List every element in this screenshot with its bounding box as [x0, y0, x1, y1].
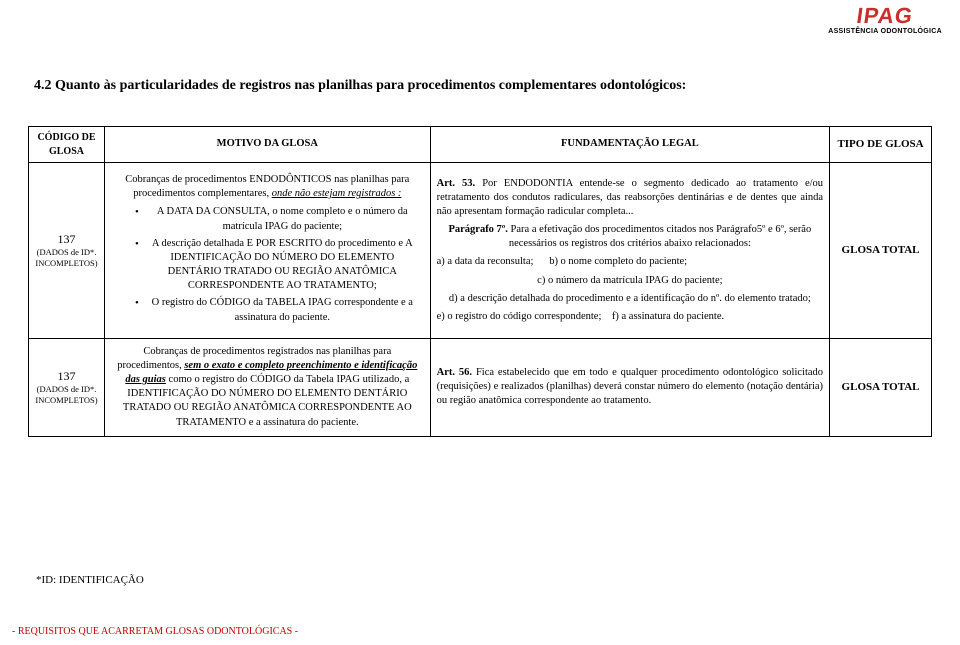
fund-b: b) o nome completo do paciente; — [549, 256, 687, 267]
fund-p7: Parágrafo 7º. Para a efetivação dos proc… — [437, 223, 823, 251]
fund-a: a) a data da reconsulta; — [437, 256, 534, 267]
fund-line-ab: a) a data da reconsulta; b) o nome compl… — [437, 255, 823, 269]
cell-type-1: GLOSA TOTAL — [830, 163, 932, 339]
id-note: *ID: IDENTIFICAÇÃO — [36, 574, 144, 586]
fund-art56-b: Art. 56. — [437, 367, 472, 378]
footer-text: - REQUISITOS QUE ACARRETAM GLOSAS ODONTO… — [12, 626, 298, 637]
cell-type-2: GLOSA TOTAL — [830, 338, 932, 436]
fund-art53-b: Art. 53. — [437, 178, 476, 189]
header-type: TIPO DE GLOSA — [830, 127, 932, 163]
motive-2-text: Cobranças de procedimentos registrados n… — [111, 343, 424, 432]
bullet-1: A DATA DA CONSULTA, o nome completo e o … — [131, 205, 416, 233]
table-row: 137 (DADOS de ID*. INCOMPLETOS) Cobrança… — [29, 338, 932, 436]
fund-p7-t: Para a efetivação dos procedimentos cita… — [508, 224, 811, 249]
cell-motive-2: Cobranças de procedimentos registrados n… — [104, 338, 430, 436]
code-value-2: 137 — [35, 368, 98, 384]
cell-motive-1: Cobranças de procedimentos ENDODÔNTICOS … — [104, 163, 430, 339]
bullet-2: A descrição detalhada E POR ESCRITO do p… — [131, 237, 416, 294]
code-value: 137 — [35, 231, 98, 247]
table-row: 137 (DADOS de ID*. INCOMPLETOS) Cobrança… — [29, 163, 932, 339]
code-sub: (DADOS de ID*. INCOMPLETOS) — [35, 247, 98, 270]
glosa-table: CÓDIGO DE GLOSA MOTIVO DA GLOSA FUNDAMEN… — [28, 126, 932, 437]
motive-2-post: como o registro do CÓDIGO da Tabela IPAG… — [123, 374, 412, 428]
cell-fund-2: Art. 56. Fica estabelecido que em todo e… — [430, 338, 829, 436]
bullet-3: O registro do CÓDIGO da TABELA IPAG corr… — [131, 296, 416, 324]
table-header-row: CÓDIGO DE GLOSA MOTIVO DA GLOSA FUNDAMEN… — [29, 127, 932, 163]
logo-brand: IPAG — [827, 6, 944, 26]
fund-art56-t: Fica estabelecido que em todo e qualquer… — [437, 367, 823, 406]
header-code: CÓDIGO DE GLOSA — [29, 127, 105, 163]
fund-art56: Art. 56. Fica estabelecido que em todo e… — [437, 366, 823, 409]
fund-e: e) o registro do código correspondente; — [437, 311, 602, 322]
cell-code-1: 137 (DADOS de ID*. INCOMPLETOS) — [29, 163, 105, 339]
fund-c: c) o número da matrícula IPAG do pacient… — [437, 274, 823, 288]
motive-lead: Cobranças de procedimentos ENDODÔNTICOS … — [119, 173, 416, 201]
fund-f: f) a assinatura do paciente. — [612, 311, 724, 322]
logo: IPAG ASSISTÊNCIA ODONTOLÓGICA — [828, 6, 942, 35]
cell-fund-1: Art. 53. Por ENDODONTIA entende-se o seg… — [430, 163, 829, 339]
fund-line-ef: e) o registro do código correspondente; … — [437, 310, 823, 324]
fund-d: d) a descrição detalhada do procedimento… — [437, 292, 823, 306]
motive-lead-underline: onde não estejam registrados : — [272, 188, 402, 199]
header-motive: MOTIVO DA GLOSA — [104, 127, 430, 163]
motive-bullets: A DATA DA CONSULTA, o nome completo e o … — [119, 205, 416, 324]
fund-art53: Art. 53. Por ENDODONTIA entende-se o seg… — [437, 177, 823, 220]
logo-subtitle: ASSISTÊNCIA ODONTOLÓGICA — [828, 28, 942, 35]
fund-art53-t: Por ENDODONTIA entende-se o segmento ded… — [437, 178, 823, 217]
header-fund: FUNDAMENTAÇÃO LEGAL — [430, 127, 829, 163]
cell-code-2: 137 (DADOS de ID*. INCOMPLETOS) — [29, 338, 105, 436]
code-sub-2: (DADOS de ID*. INCOMPLETOS) — [35, 384, 98, 407]
section-title: 4.2 Quanto às particularidades de regist… — [34, 78, 686, 94]
fund-p7-b: Parágrafo 7º. — [448, 224, 507, 235]
